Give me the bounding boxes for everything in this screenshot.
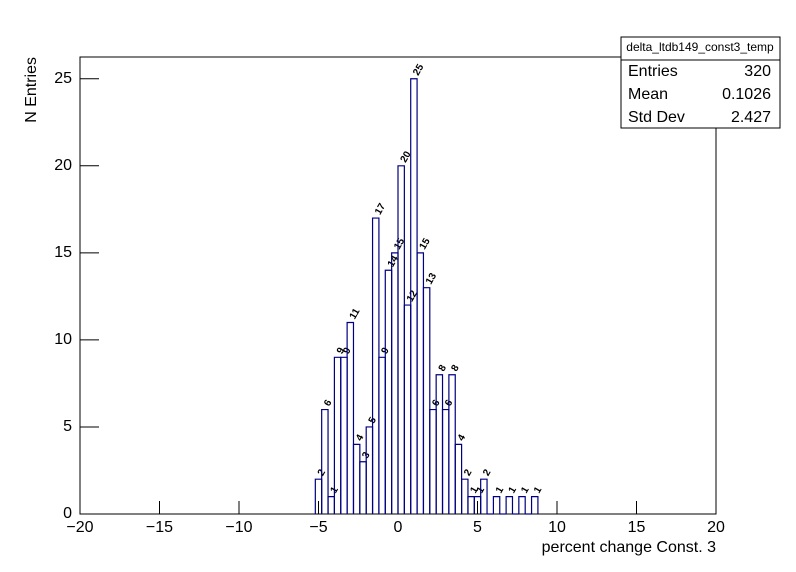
bin-label: 15: [392, 236, 407, 252]
bin: [359, 461, 367, 514]
bin-label: 1: [519, 485, 532, 496]
x-tick-label: 0: [394, 519, 403, 536]
bin-label: 12: [405, 288, 420, 304]
stats-label: Entries: [628, 63, 678, 80]
x-axis-title: percent change Const. 3: [542, 539, 716, 556]
bin: [467, 495, 475, 514]
bin-label: 8: [437, 363, 450, 374]
bin-label: 9: [335, 345, 348, 356]
stats-title: delta_ltdb149_const3_temp: [626, 40, 774, 54]
bin-label: 11: [348, 306, 363, 321]
bin: [505, 495, 514, 514]
bin-label: 14: [386, 254, 401, 270]
bin: [340, 356, 348, 514]
bin: [391, 252, 399, 514]
bin-label: 17: [373, 201, 388, 217]
bin: [371, 217, 380, 514]
x-tick-label: 20: [707, 519, 725, 536]
bin: [530, 495, 539, 514]
x-tick-label: 10: [548, 519, 566, 536]
bin: [429, 408, 437, 514]
bin-label: 6: [322, 398, 335, 409]
stats-label: Mean: [628, 86, 668, 103]
stats-value: 2.427: [731, 109, 771, 126]
bin: [480, 478, 488, 514]
bin: [352, 443, 361, 514]
x-tick-label: −20: [66, 519, 93, 536]
bin: [518, 495, 526, 514]
bin-label: 1: [468, 485, 481, 496]
bin: [327, 495, 335, 514]
bin: [365, 426, 374, 514]
x-tick-label: −15: [146, 519, 173, 536]
x-tick-label: −5: [309, 519, 327, 536]
bin-label: 4: [456, 432, 469, 443]
y-tick-label: 10: [54, 331, 72, 348]
stats-frame: [620, 36, 781, 129]
bin: [321, 408, 329, 514]
bin-label: 2: [462, 467, 475, 478]
bin-label: 20: [399, 149, 414, 165]
y-tick-label: 0: [63, 505, 72, 522]
bin: [422, 287, 431, 514]
stats-box: delta_ltdb149_const3_temp Entries 320 Me…: [620, 36, 781, 129]
bin-label: 1: [532, 485, 545, 496]
bin-label: 25: [411, 62, 426, 78]
x-tick-label: −10: [225, 519, 252, 536]
y-tick-label: 15: [54, 244, 72, 261]
bin-label: 4: [354, 432, 367, 443]
stats-label: Std Dev: [628, 109, 685, 126]
bin: [416, 252, 425, 514]
y-tick-label: 25: [54, 70, 72, 87]
bin: [397, 165, 405, 514]
bin: [441, 408, 450, 514]
bin: [492, 495, 501, 514]
y-tick-label: 20: [54, 157, 72, 174]
bin-label: 13: [424, 271, 439, 287]
x-tick-label: 5: [473, 519, 482, 536]
y-axis-title: N Entries: [23, 57, 40, 123]
bin: [461, 478, 469, 514]
bin: [384, 269, 393, 514]
stats-value: 320: [744, 63, 771, 80]
x-tick-label: 15: [628, 519, 646, 536]
bin: [454, 443, 463, 514]
y-tick-label: 5: [63, 418, 72, 435]
bin: [435, 374, 444, 514]
bin-label: 1: [494, 485, 507, 496]
bin: [448, 374, 456, 514]
bin-label: 8: [449, 363, 462, 374]
bin: [403, 304, 412, 514]
bin: [378, 356, 386, 514]
bin-label: 2: [481, 467, 494, 478]
bin-label: 1: [507, 485, 520, 496]
stats-value: 0.1026: [722, 86, 771, 103]
bin: [346, 321, 355, 514]
bin-label: 15: [418, 236, 433, 252]
